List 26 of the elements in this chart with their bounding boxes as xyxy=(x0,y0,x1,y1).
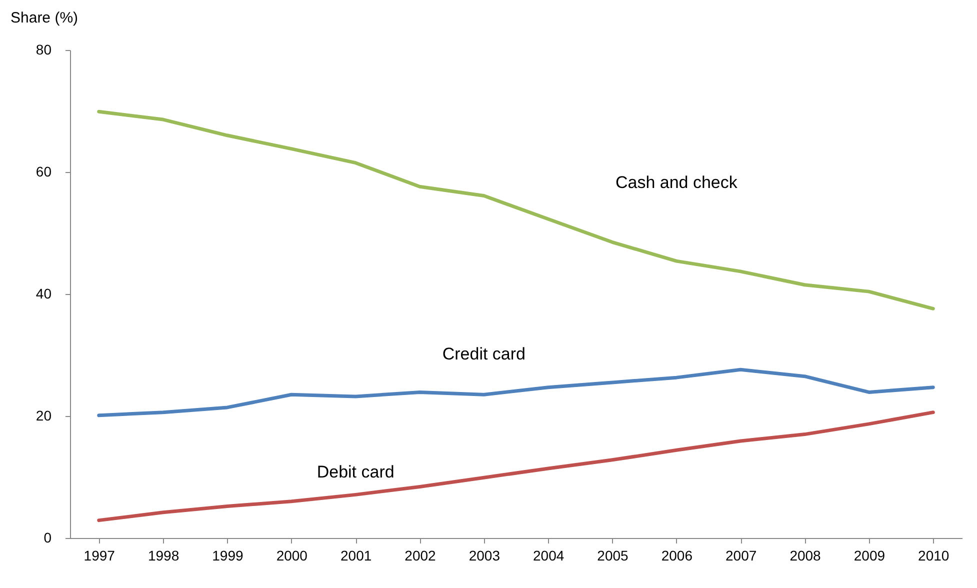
x-tick-label: 2008 xyxy=(790,548,822,564)
x-tick-label: 1997 xyxy=(84,548,116,564)
x-tick-label: 1999 xyxy=(212,548,244,564)
x-tick-label: 2009 xyxy=(854,548,886,564)
line-series xyxy=(97,410,935,522)
x-tick-label: 2000 xyxy=(276,548,308,564)
series-label: Credit card xyxy=(442,344,526,364)
x-tick-label: 2006 xyxy=(661,548,693,564)
x-tick-label: 2001 xyxy=(340,548,372,564)
line-series xyxy=(97,368,935,418)
x-tick-label: 2005 xyxy=(597,548,629,564)
y-tick-label: 40 xyxy=(36,286,52,302)
x-tick-label: 2002 xyxy=(404,548,436,564)
y-tick-label: 80 xyxy=(36,42,52,58)
x-tick-label: 2004 xyxy=(533,548,564,564)
y-tick-label: 0 xyxy=(44,530,52,546)
text: Cash and check xyxy=(615,173,738,192)
x-tick-label: 2010 xyxy=(918,548,950,564)
x-tick-label: 1998 xyxy=(148,548,180,564)
line-series xyxy=(97,110,935,310)
y-axis-title: Share (%) xyxy=(10,10,78,26)
y-tick-label: 60 xyxy=(36,164,52,180)
y-tick-label: 20 xyxy=(36,408,52,424)
x-tick-label: 2003 xyxy=(468,548,500,564)
x-tick-label: 2007 xyxy=(726,548,757,564)
series-label: Debit card xyxy=(316,462,394,482)
